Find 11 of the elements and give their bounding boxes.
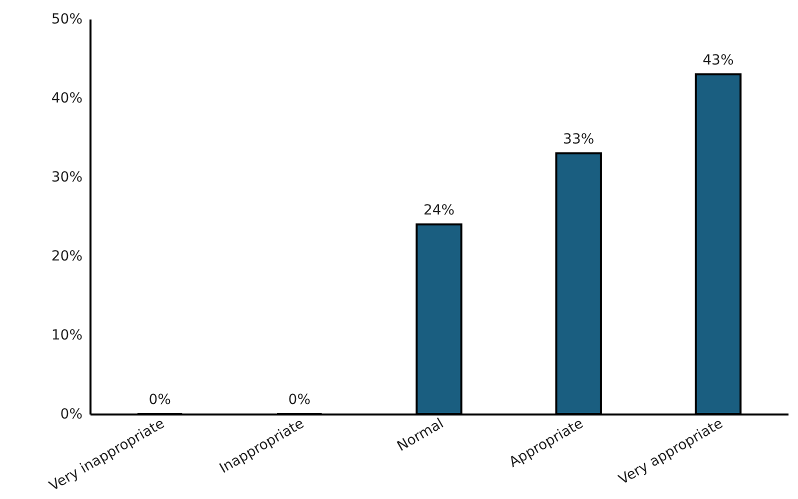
data-label: 0% bbox=[148, 392, 171, 408]
y-tick-label: 10% bbox=[51, 328, 82, 344]
y-tick-label: 20% bbox=[51, 248, 82, 264]
y-tick-label: 0% bbox=[60, 406, 82, 422]
data-label: 33% bbox=[563, 131, 594, 148]
data-label: 24% bbox=[423, 202, 455, 218]
y-tick-label: 40% bbox=[51, 90, 82, 106]
y-tick-label: 30% bbox=[51, 170, 82, 186]
data-label: 43% bbox=[702, 52, 734, 68]
y-tick-label: 50% bbox=[51, 12, 82, 28]
data-label: 0% bbox=[288, 392, 311, 408]
